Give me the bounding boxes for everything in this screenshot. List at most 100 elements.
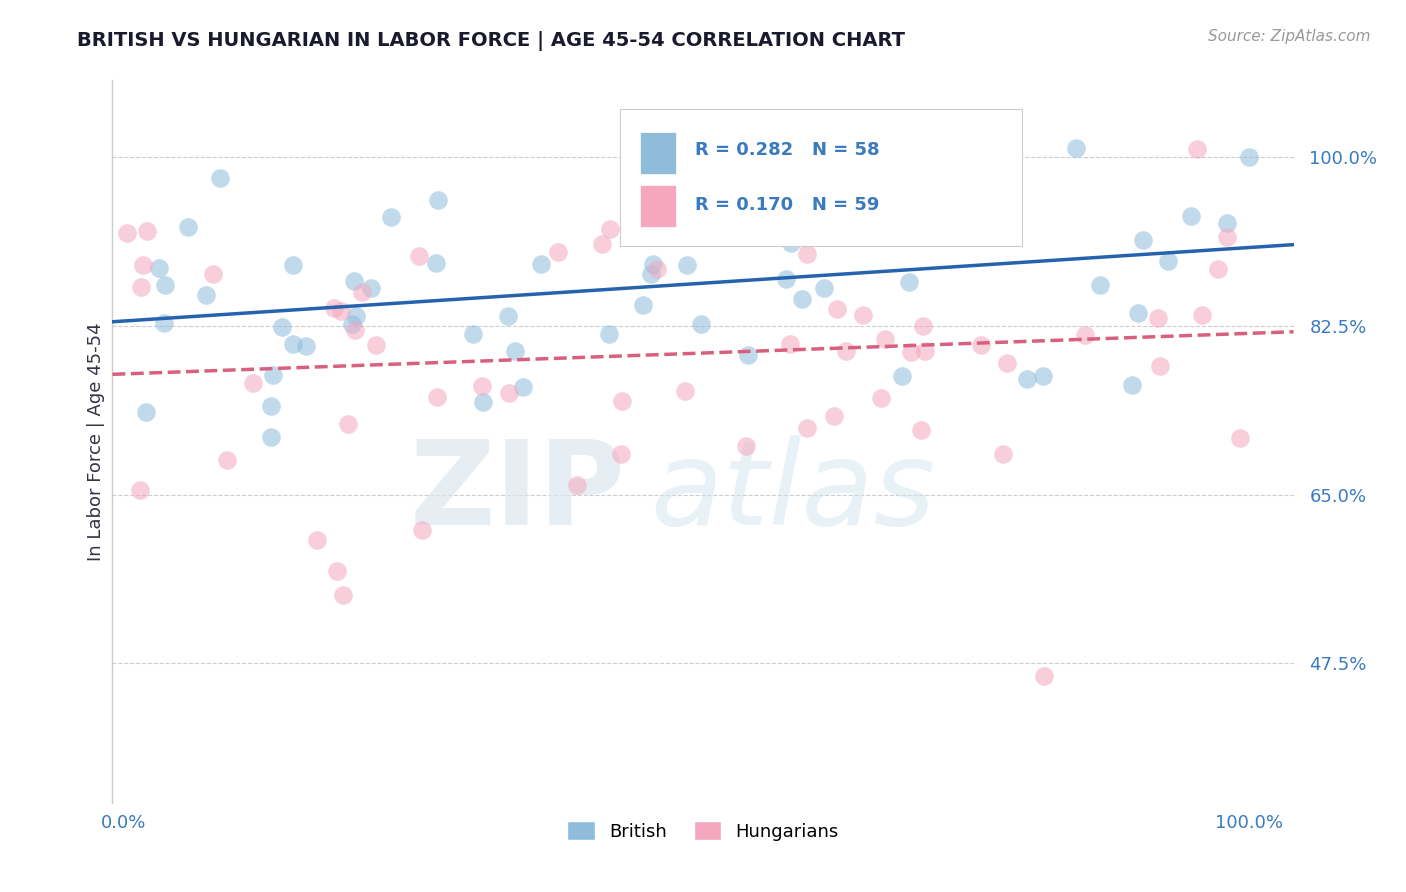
Point bbox=[260, 430, 283, 444]
Point bbox=[195, 288, 218, 302]
Point bbox=[270, 319, 292, 334]
Point bbox=[1000, 219, 1022, 233]
Point bbox=[823, 409, 845, 424]
Point bbox=[598, 326, 620, 341]
Point bbox=[262, 368, 284, 383]
Y-axis label: In Labor Force | Age 45-54: In Labor Force | Age 45-54 bbox=[87, 322, 105, 561]
Point bbox=[209, 170, 232, 185]
Point bbox=[567, 477, 589, 491]
Point bbox=[1157, 253, 1180, 268]
Point bbox=[1121, 377, 1143, 392]
Point bbox=[512, 380, 534, 394]
Point bbox=[900, 344, 922, 359]
Point bbox=[1015, 372, 1038, 386]
Point bbox=[503, 343, 526, 358]
Point bbox=[1149, 359, 1171, 373]
Point bbox=[281, 258, 304, 272]
Point bbox=[1206, 261, 1229, 276]
Point bbox=[912, 318, 935, 333]
Point bbox=[155, 277, 177, 292]
Point bbox=[1064, 141, 1087, 155]
FancyBboxPatch shape bbox=[620, 109, 1022, 246]
Point bbox=[295, 339, 318, 353]
Point bbox=[307, 533, 329, 548]
Point bbox=[839, 141, 862, 155]
Point bbox=[813, 281, 835, 295]
Point bbox=[242, 376, 264, 391]
Point bbox=[117, 226, 139, 240]
Point bbox=[323, 301, 346, 315]
Point bbox=[343, 323, 366, 337]
Point bbox=[658, 196, 681, 211]
Point bbox=[472, 395, 495, 409]
Point bbox=[471, 378, 494, 392]
Point bbox=[1180, 210, 1202, 224]
Point bbox=[350, 285, 373, 300]
Point bbox=[411, 523, 433, 537]
Point bbox=[530, 257, 553, 271]
Point bbox=[641, 257, 664, 271]
Point bbox=[898, 275, 921, 289]
FancyBboxPatch shape bbox=[640, 185, 676, 227]
Point bbox=[343, 273, 366, 287]
Point bbox=[132, 258, 155, 272]
Point bbox=[731, 218, 754, 232]
Point bbox=[330, 304, 353, 318]
Point bbox=[342, 317, 364, 331]
Point bbox=[928, 214, 950, 228]
Text: Source: ZipAtlas.com: Source: ZipAtlas.com bbox=[1208, 29, 1371, 44]
Point bbox=[202, 267, 225, 281]
Point bbox=[914, 343, 936, 358]
Point bbox=[547, 244, 569, 259]
Text: R = 0.170   N = 59: R = 0.170 N = 59 bbox=[695, 196, 879, 214]
Point bbox=[463, 327, 485, 342]
Point bbox=[676, 258, 699, 272]
Point bbox=[135, 404, 157, 418]
Point bbox=[869, 391, 891, 405]
Point bbox=[859, 195, 882, 210]
FancyBboxPatch shape bbox=[640, 132, 676, 174]
Point bbox=[1216, 216, 1239, 230]
Point bbox=[640, 268, 662, 282]
Point bbox=[796, 247, 818, 261]
Point bbox=[1216, 229, 1239, 244]
Point bbox=[1191, 308, 1213, 322]
Point bbox=[779, 337, 801, 351]
Point bbox=[1073, 327, 1095, 342]
Point bbox=[148, 260, 170, 275]
Point bbox=[364, 337, 387, 351]
Point bbox=[868, 183, 890, 197]
Point bbox=[425, 256, 447, 270]
Point bbox=[875, 332, 897, 346]
Point bbox=[281, 337, 304, 351]
Point bbox=[177, 220, 200, 235]
Point bbox=[1126, 306, 1149, 320]
Point bbox=[610, 447, 633, 461]
Point bbox=[346, 309, 368, 323]
Point bbox=[796, 420, 818, 434]
Point bbox=[970, 338, 993, 352]
Point bbox=[1185, 142, 1208, 156]
Point bbox=[496, 309, 519, 323]
Point bbox=[591, 236, 613, 251]
Text: ZIP: ZIP bbox=[411, 434, 626, 549]
Point bbox=[332, 588, 354, 602]
Point bbox=[910, 423, 932, 437]
Point bbox=[766, 168, 789, 182]
Point bbox=[326, 564, 349, 578]
Point bbox=[689, 318, 711, 332]
Point bbox=[690, 157, 713, 171]
Point bbox=[129, 483, 152, 497]
Point bbox=[673, 384, 696, 399]
Point bbox=[631, 298, 654, 312]
Point bbox=[991, 447, 1014, 461]
Point bbox=[337, 417, 360, 431]
Legend: British, Hungarians: British, Hungarians bbox=[560, 814, 846, 848]
Point bbox=[775, 271, 797, 285]
Point bbox=[790, 293, 813, 307]
Point bbox=[260, 399, 283, 413]
Text: R = 0.282   N = 58: R = 0.282 N = 58 bbox=[695, 141, 879, 160]
Point bbox=[153, 316, 176, 330]
Point bbox=[1033, 669, 1056, 683]
Point bbox=[835, 344, 858, 359]
